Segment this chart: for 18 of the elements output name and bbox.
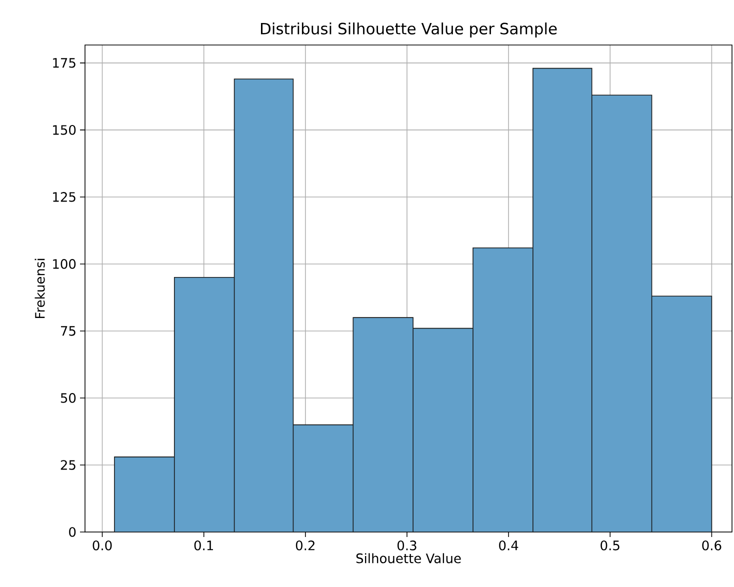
- y-tick-label: 25: [60, 460, 76, 470]
- y-tick-label: 150: [53, 125, 76, 135]
- y-axis-title: Frekuensi: [34, 258, 45, 318]
- x-tick-label: 0.0: [92, 540, 112, 550]
- y-tick-label: 75: [61, 326, 76, 336]
- x-tick-label: 0.4: [499, 540, 518, 550]
- x-tick-label: 0.2: [296, 540, 314, 550]
- x-tick-label: 0.3: [398, 540, 416, 550]
- x-tick-label: 0.6: [702, 540, 722, 550]
- y-tick-label: 175: [53, 58, 76, 68]
- x-tick-label: 0.1: [194, 540, 213, 550]
- y-tick-label: 0: [69, 527, 76, 537]
- y-tick-label: 100: [53, 259, 76, 269]
- y-tick-label: 50: [60, 393, 76, 403]
- y-tick-label: 125: [53, 192, 76, 202]
- x-tick-label: 0.5: [600, 540, 620, 550]
- x-axis-title: Silhouette Value: [356, 553, 461, 564]
- chart-title: Distribusi Silhouette Value per Sample: [260, 22, 557, 38]
